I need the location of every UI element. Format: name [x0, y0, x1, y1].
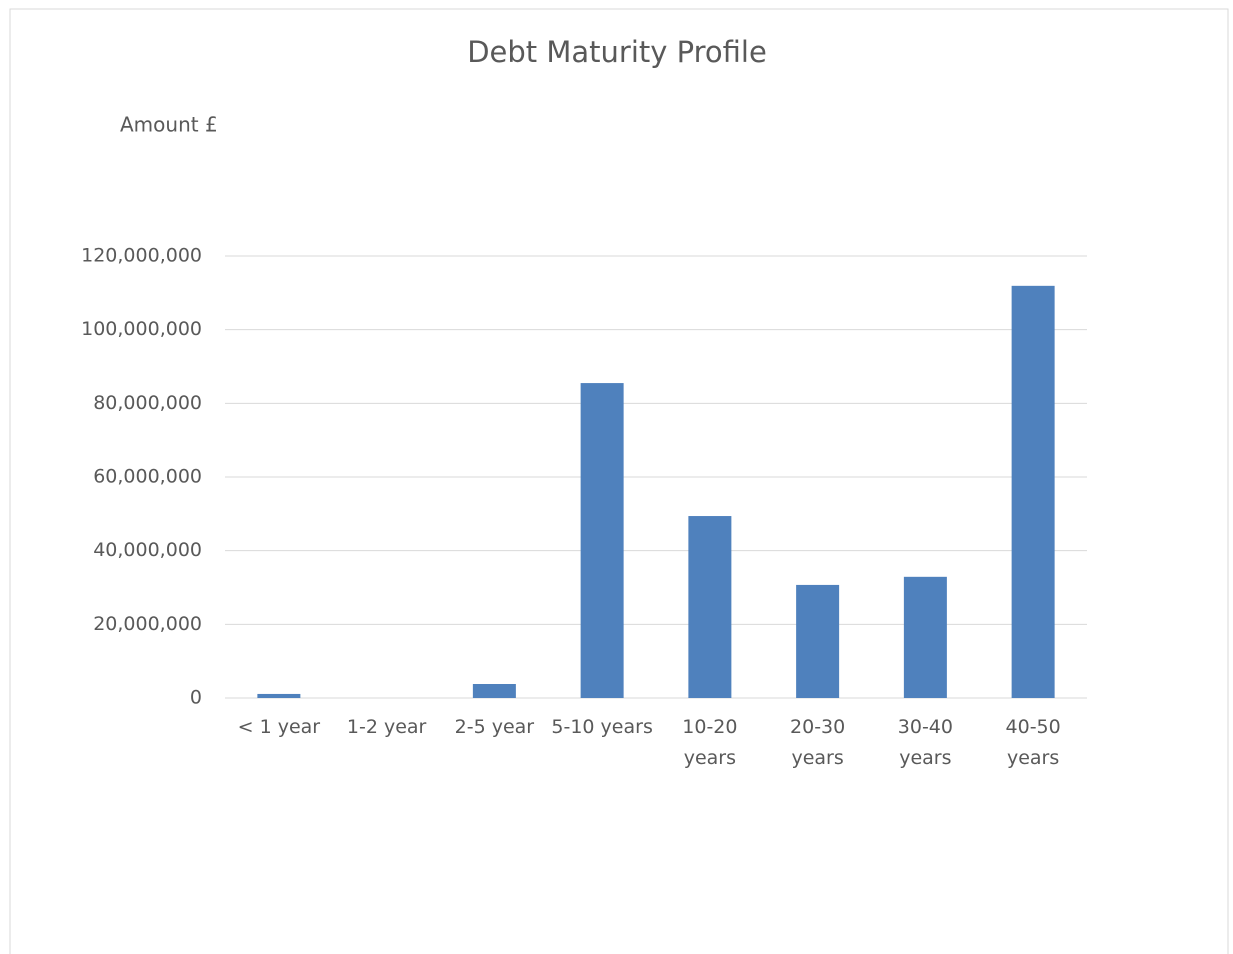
- bar: [1011, 285, 1055, 698]
- x-tick-label: 20-30 years: [790, 716, 846, 769]
- bar: [688, 516, 732, 698]
- x-tick-label: 2-5 year: [454, 716, 535, 738]
- y-tick-label: 0: [190, 687, 202, 709]
- y-tick-label: 60,000,000: [93, 466, 202, 488]
- bar: [580, 383, 624, 698]
- x-tick-label: 30-40 years: [897, 716, 953, 769]
- bar: [472, 684, 516, 698]
- x-tick-label: 1-2 year: [346, 716, 427, 738]
- bar: [796, 584, 840, 698]
- bar: [257, 693, 301, 698]
- y-tick-label: 100,000,000: [81, 318, 202, 340]
- y-axis-label: Amount £: [120, 113, 218, 137]
- x-tick-label: 10-20 years: [682, 716, 738, 769]
- y-tick-label: 120,000,000: [81, 245, 202, 267]
- bar: [903, 576, 947, 698]
- x-tick-label: 40-50 years: [1005, 716, 1061, 769]
- y-tick-label: 20,000,000: [93, 613, 202, 635]
- x-tick-label: 5-10 years: [551, 716, 653, 738]
- x-tick-label: < 1 year: [237, 716, 321, 738]
- y-tick-label: 40,000,000: [93, 539, 202, 561]
- chart-title: Debt Maturity Profile: [467, 35, 767, 69]
- y-tick-label: 80,000,000: [93, 392, 202, 414]
